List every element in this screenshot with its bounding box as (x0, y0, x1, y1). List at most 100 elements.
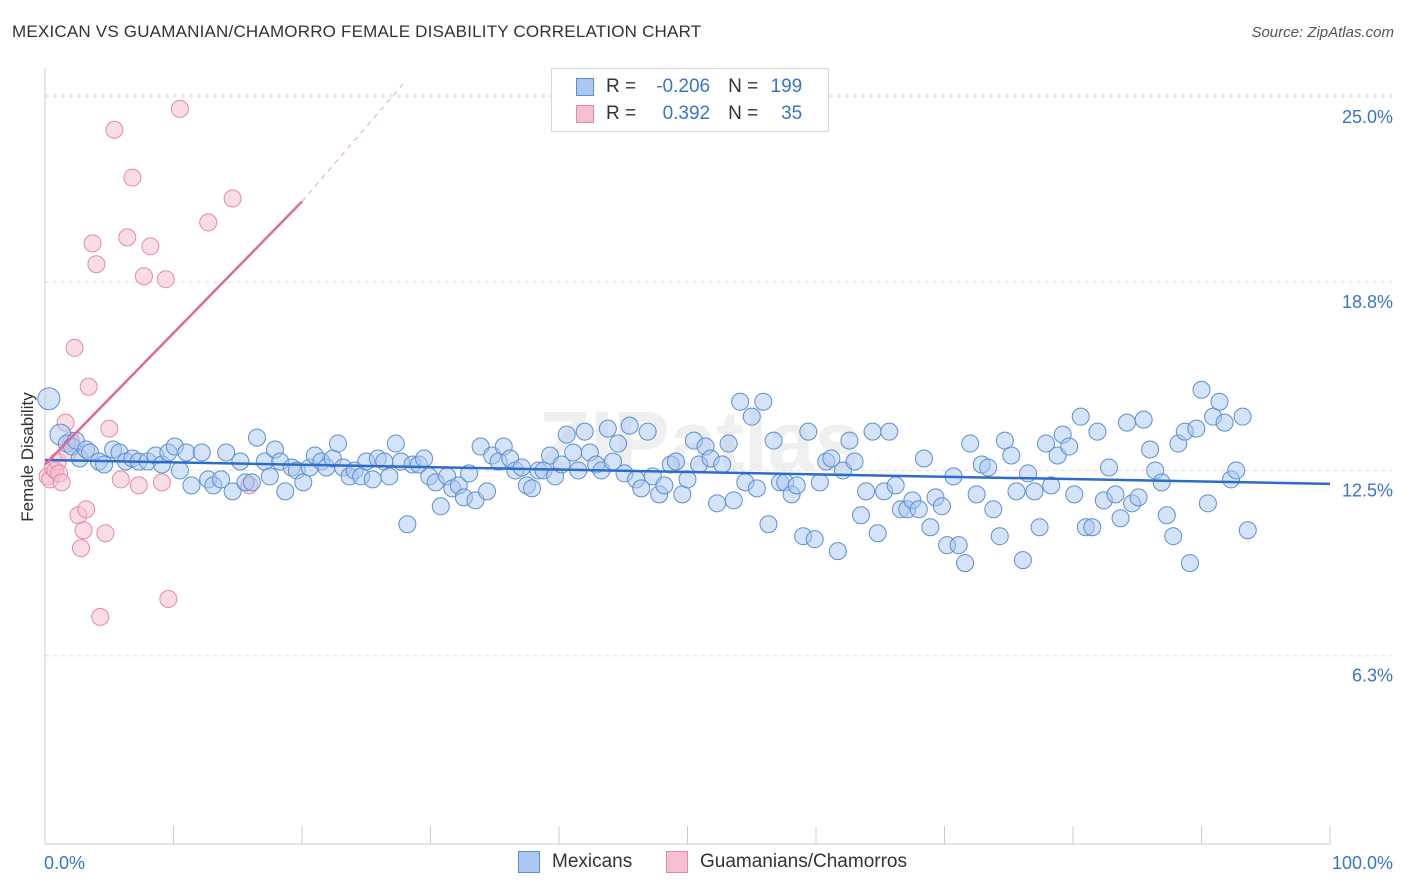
guamanian-point (101, 420, 118, 437)
r-label: R = (606, 76, 636, 98)
mexican-point (1234, 408, 1251, 425)
mexican-point (732, 393, 749, 410)
mexican-point (933, 498, 950, 515)
mexican-point (725, 492, 742, 509)
mexican-point (709, 495, 726, 512)
mexican-point (1181, 555, 1198, 572)
mexican-point (1089, 423, 1106, 440)
guamanian-point (92, 608, 109, 625)
mexican-point (639, 423, 656, 440)
mexican-point (96, 456, 113, 473)
mexican-point (1061, 438, 1078, 455)
mexican-point (910, 501, 927, 518)
mexican-point (381, 468, 398, 485)
mexican-point (1107, 486, 1124, 503)
stats-legend: R = -0.206 N = 199 R = 0.392 N = 35 (551, 68, 829, 132)
mexican-point (679, 471, 696, 488)
mexican-point (841, 432, 858, 449)
mexican-point (806, 531, 823, 548)
mexican-point (183, 477, 200, 494)
legend-label-guamanians: Guamanians/Chamorros (700, 851, 907, 873)
mexican-point (1084, 519, 1101, 536)
mexican-point (991, 528, 1008, 545)
mexican-point (1239, 522, 1256, 539)
mexican-point (1216, 414, 1233, 431)
mexican-point (243, 474, 260, 491)
mexican-point (479, 483, 496, 500)
mexican-point (249, 429, 266, 446)
mexicans-legend-swatch (518, 851, 540, 873)
mexican-point (950, 537, 967, 554)
guamanians-swatch (576, 105, 594, 123)
mexican-point (720, 435, 737, 452)
legend-item-guamanians[interactable]: Guamanians/Chamorros (666, 851, 907, 873)
mexican-point (811, 474, 828, 491)
mexican-point (416, 450, 433, 467)
mexican-point (232, 453, 249, 470)
mexican-point (788, 477, 805, 494)
mexican-point (1003, 447, 1020, 464)
mexican-point (957, 555, 974, 572)
mexican-point (1130, 489, 1147, 506)
mexican-point (1066, 486, 1083, 503)
guamanian-point (160, 590, 177, 607)
mexican-point (667, 453, 684, 470)
mexican-point (1014, 552, 1031, 569)
mexican-point (524, 480, 541, 497)
guamanian-point (75, 522, 92, 539)
guamanian-point (78, 501, 95, 518)
mexican-point (558, 426, 575, 443)
mexican-point (1112, 510, 1129, 527)
mexican-point (714, 456, 731, 473)
guamanian-point (142, 238, 159, 255)
mexican-point (800, 423, 817, 440)
mexican-point (178, 444, 195, 461)
y-tick-label: 18.8% (1342, 292, 1393, 312)
r-label: R = (606, 103, 636, 125)
guamanian-point (72, 540, 89, 557)
legend-item-mexicans[interactable]: Mexicans (518, 851, 632, 873)
n-value: 199 (758, 76, 802, 98)
guamanian-point (124, 169, 141, 186)
guamanian-point (66, 339, 83, 356)
scatter-chart: ZIPatlas 6.3%12.5%18.8%25.0%0.0%100.0% F… (0, 0, 1406, 892)
mexican-point (565, 444, 582, 461)
mexican-point (755, 393, 772, 410)
guamanian-point (171, 100, 188, 117)
guamanian-points (39, 100, 258, 625)
guamanian-point (119, 229, 136, 246)
mexican-point (1153, 474, 1170, 491)
mexican-point (674, 486, 691, 503)
mexican-point (1193, 381, 1210, 398)
mexican-point (996, 432, 1013, 449)
guamanian-point (106, 121, 123, 138)
mexican-point (1135, 411, 1152, 428)
mexican-point (915, 450, 932, 467)
mexican-point (513, 459, 530, 476)
mexican-point (1199, 495, 1216, 512)
guamanian-point (84, 235, 101, 252)
y-axis-label: Female Disability (18, 392, 37, 522)
mexican-point (656, 477, 673, 494)
guamanian-trendline (45, 201, 302, 464)
mexican-point (858, 483, 875, 500)
guamanian-point (157, 271, 174, 288)
mexican-point (980, 459, 997, 476)
mexican-point (399, 516, 416, 533)
mexican-point (277, 483, 294, 500)
guamanian-point (53, 474, 70, 491)
r-value: 0.392 (636, 103, 710, 125)
mexican-point (962, 435, 979, 452)
mexican-point (1228, 462, 1245, 479)
mexican-point (846, 453, 863, 470)
r-value: -0.206 (636, 76, 710, 98)
mexican-point (1158, 507, 1175, 524)
mexican-point (295, 474, 312, 491)
mexican-point (748, 480, 765, 497)
mexican-point (171, 462, 188, 479)
mexican-point (829, 543, 846, 560)
mexican-point (869, 525, 886, 542)
mexican-point (621, 417, 638, 434)
mexicans-swatch (576, 78, 594, 96)
stats-row-guamanians: R = 0.392 N = 35 (576, 102, 802, 126)
